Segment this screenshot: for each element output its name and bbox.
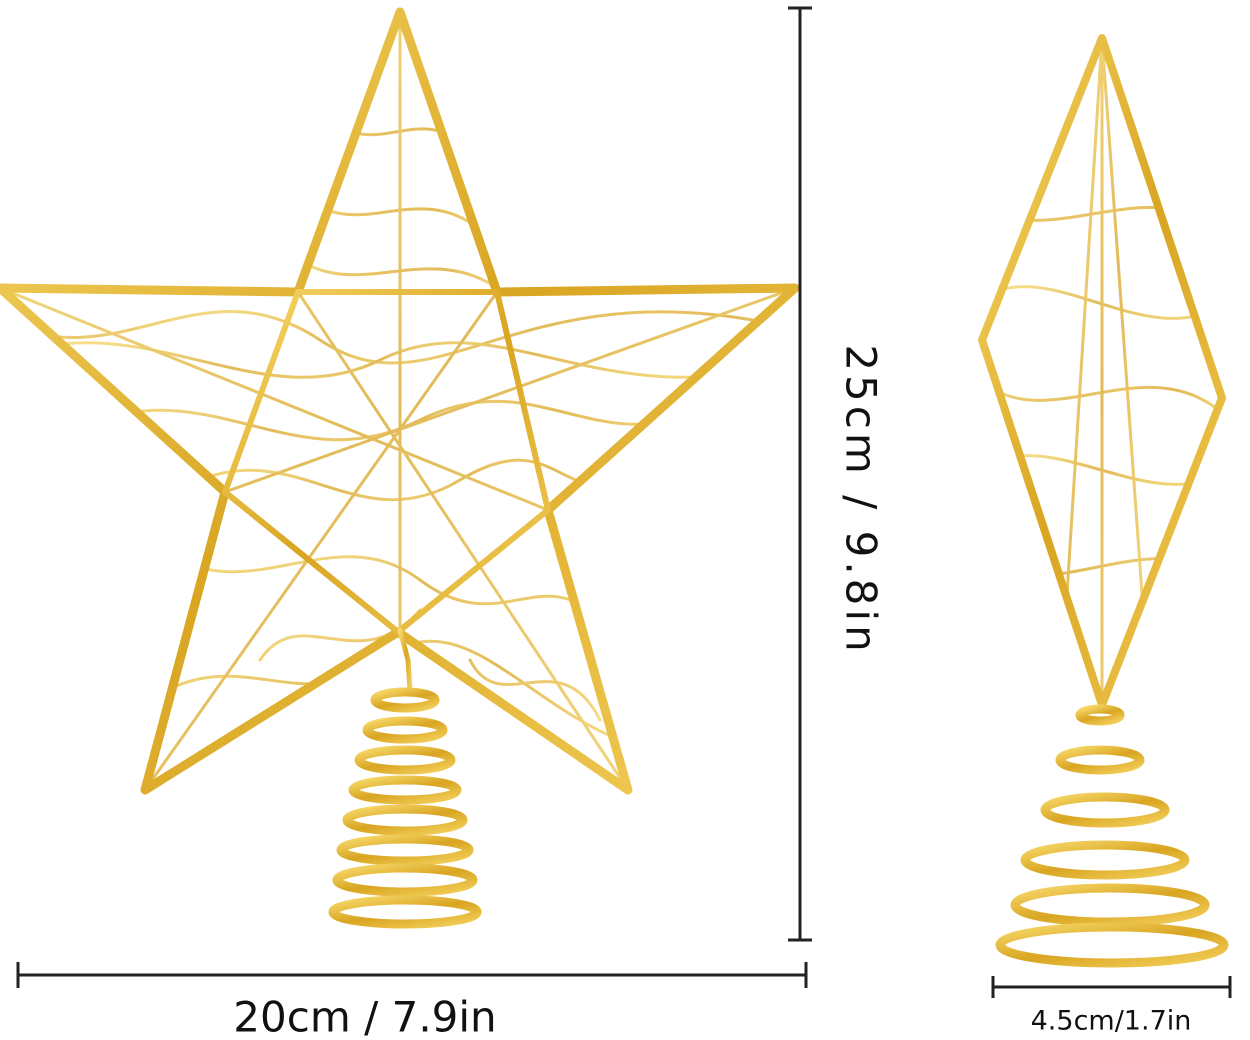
width-label: 20cm / 7.9in [233,993,496,1040]
height-label: 25cm / 9.8in [837,344,886,655]
side-width-label: 4.5cm/1.7in [1031,1006,1192,1037]
dimension-lines [16,6,1232,998]
side-view-topper [978,34,1229,968]
star-topper [0,7,800,929]
